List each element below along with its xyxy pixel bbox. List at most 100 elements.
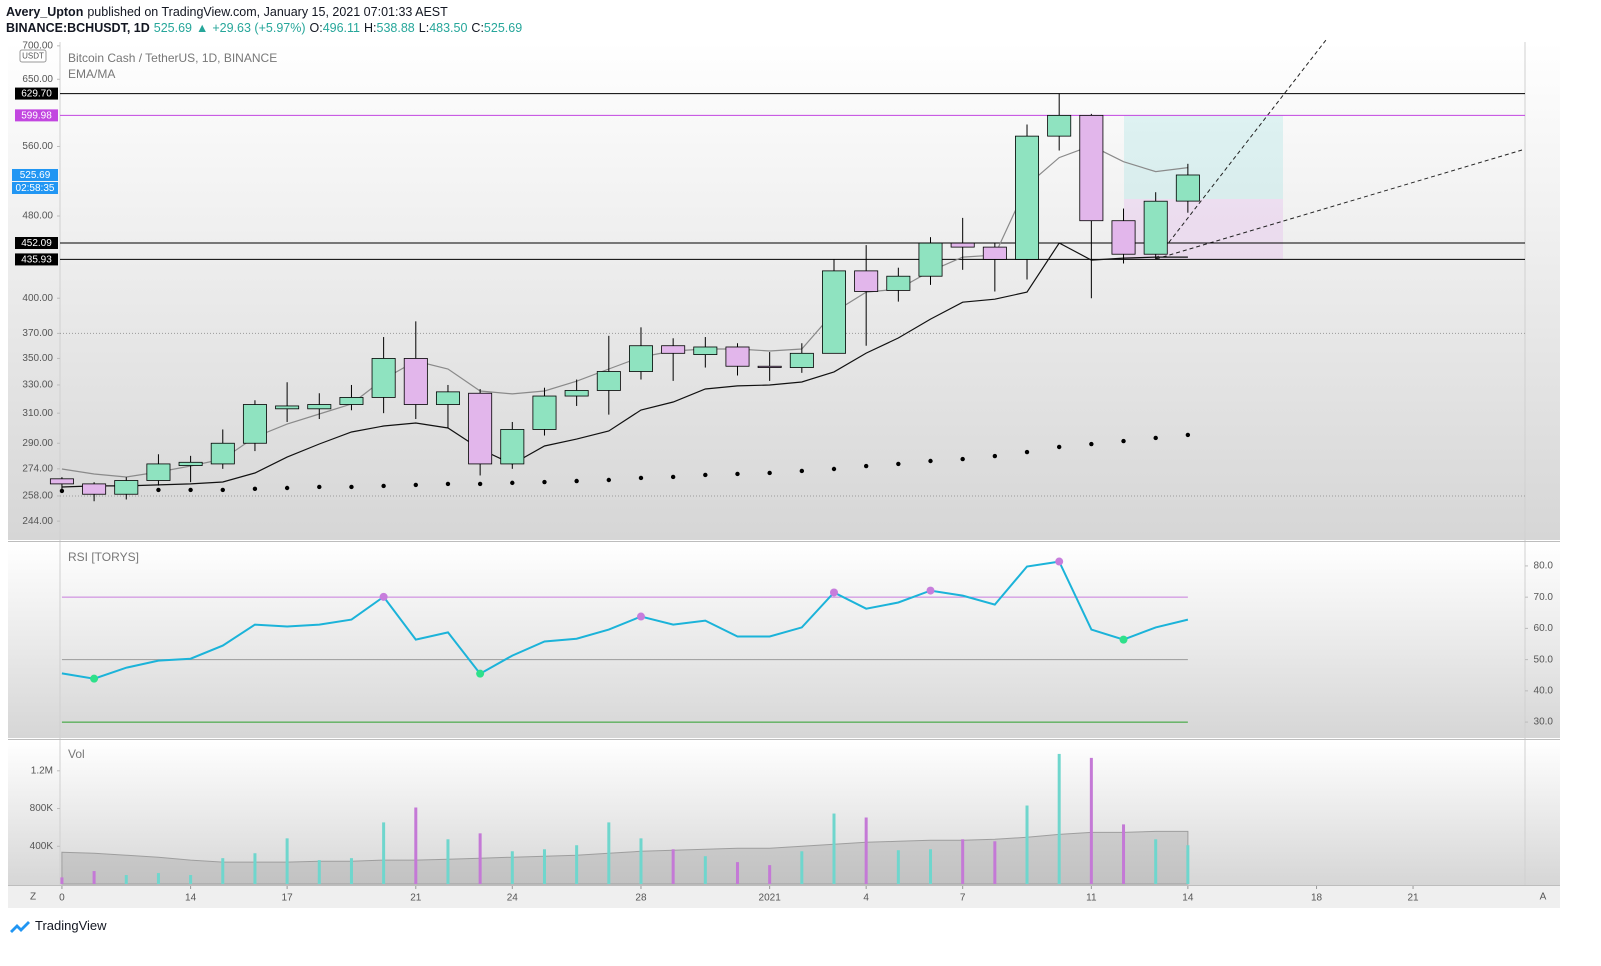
- countdown: 02:58:35: [16, 183, 55, 194]
- header: Avery_Upton published on TradingView.com,…: [6, 4, 526, 36]
- ma-dot: [156, 487, 161, 493]
- candle-body: [435, 391, 460, 405]
- y-tick-label: 1.2M: [31, 765, 53, 776]
- ma-dot: [59, 488, 65, 494]
- ma-dot: [445, 481, 451, 487]
- y-tick-label: 480.00: [22, 211, 53, 222]
- candle-body: [757, 365, 782, 368]
- volume-bar: [414, 807, 418, 884]
- y-tick-label: 50.0: [1534, 654, 1554, 665]
- ma-dot: [1024, 449, 1030, 455]
- y-tick-label: 60.0: [1534, 623, 1554, 634]
- axis-corner[interactable]: A: [1540, 892, 1547, 903]
- volume-bar: [1057, 753, 1061, 884]
- ma-dot: [477, 481, 483, 487]
- ma-dot: [510, 480, 515, 486]
- candle-body: [275, 405, 300, 410]
- vol-pane-bg: [8, 741, 1560, 885]
- price-label-box: [15, 237, 58, 250]
- ma-dot: [220, 487, 225, 493]
- price-label-box: [15, 253, 58, 266]
- rsi-pivot: [1055, 557, 1064, 566]
- volume-bar: [1122, 824, 1126, 884]
- ma-dot: [1121, 438, 1126, 444]
- ma-dot: [606, 477, 612, 483]
- rsi-pane-bg: [8, 543, 1560, 738]
- currency: USDT: [22, 52, 44, 61]
- x-tick-label: 24: [507, 893, 519, 904]
- brand: TradingView: [35, 918, 107, 933]
- last-price-box: [12, 168, 58, 181]
- author: Avery_Upton: [6, 5, 84, 19]
- header-line: BINANCE:BCHUSDT, 1D 525.69 ▲ +29.63 (+5.97%…: [6, 20, 526, 36]
- logo-shape: [10, 920, 30, 933]
- ma-dot: [349, 484, 354, 490]
- volume-bar: [929, 849, 933, 884]
- ma-dot: [1185, 432, 1191, 438]
- volume-bar: [961, 839, 965, 884]
- vol-title: Vol: [68, 747, 85, 761]
- y-tick-label: 40.0: [1534, 685, 1554, 696]
- candle-body: [789, 352, 814, 368]
- y-tick-label: 330.00: [22, 380, 53, 391]
- candle-body: [307, 404, 332, 410]
- candle-body: [371, 358, 396, 398]
- y-tick-label: 310.00: [22, 408, 53, 419]
- rsi-pivot: [379, 592, 388, 601]
- candle-body: [1111, 220, 1136, 255]
- position-target-zone: [1124, 115, 1283, 199]
- candle-body: [178, 461, 203, 466]
- change: +29.63 (+5.97%): [212, 21, 306, 35]
- ma-dot: [960, 456, 965, 462]
- ma-dot: [252, 486, 258, 492]
- candle-body: [822, 270, 846, 354]
- candle-body: [854, 270, 879, 292]
- axis-corner[interactable]: Z: [30, 892, 36, 903]
- brand-logo: [10, 920, 30, 933]
- y-tick-label: 400.00: [22, 293, 53, 304]
- volume-bar: [156, 873, 160, 884]
- candle-body: [950, 242, 975, 248]
- ma-dot: [928, 458, 933, 464]
- ohlc-value: 496.11: [322, 21, 361, 35]
- price-label-box: [15, 87, 58, 100]
- volume-bar: [60, 877, 64, 884]
- volume-bar: [446, 839, 450, 884]
- y-tick-label: 400K: [30, 841, 54, 852]
- candle-body: [629, 345, 653, 372]
- volume-bar: [671, 849, 675, 884]
- ma-dot: [799, 468, 805, 474]
- ma-dot: [1056, 444, 1062, 450]
- y-tick-label: 560.00: [22, 141, 53, 152]
- ma-dot: [542, 479, 547, 485]
- y-tick-label: 274.00: [22, 463, 53, 474]
- price-label: 629.70: [21, 89, 52, 100]
- arrow: ▲: [196, 21, 209, 35]
- ma-dot: [1153, 435, 1158, 441]
- ma-dot: [284, 485, 290, 491]
- volume-bar: [317, 860, 321, 884]
- candle-body: [468, 392, 493, 465]
- candle-body: [725, 346, 750, 367]
- last-price: 525.69: [153, 21, 192, 35]
- ma-dot: [831, 466, 837, 472]
- candle-body: [1175, 174, 1200, 202]
- candle-body: [1047, 114, 1072, 137]
- candle-body: [982, 246, 1007, 260]
- y-tick-label: 650.00: [22, 74, 53, 85]
- volume-bar: [607, 822, 611, 884]
- volume-bar: [575, 845, 579, 884]
- ma-dot: [1089, 441, 1094, 447]
- volume-bar: [703, 856, 707, 884]
- volume-bar: [221, 858, 225, 884]
- volume-bar: [382, 822, 386, 884]
- ohlc-key: L:: [418, 21, 430, 35]
- ma-dot: [574, 478, 579, 484]
- volume-bar: [832, 813, 836, 884]
- ma-dot: [992, 453, 998, 459]
- ohlc-key: H:: [364, 21, 377, 35]
- candle-body: [918, 242, 943, 277]
- volume-bar: [768, 865, 772, 884]
- ma-dot: [638, 475, 644, 481]
